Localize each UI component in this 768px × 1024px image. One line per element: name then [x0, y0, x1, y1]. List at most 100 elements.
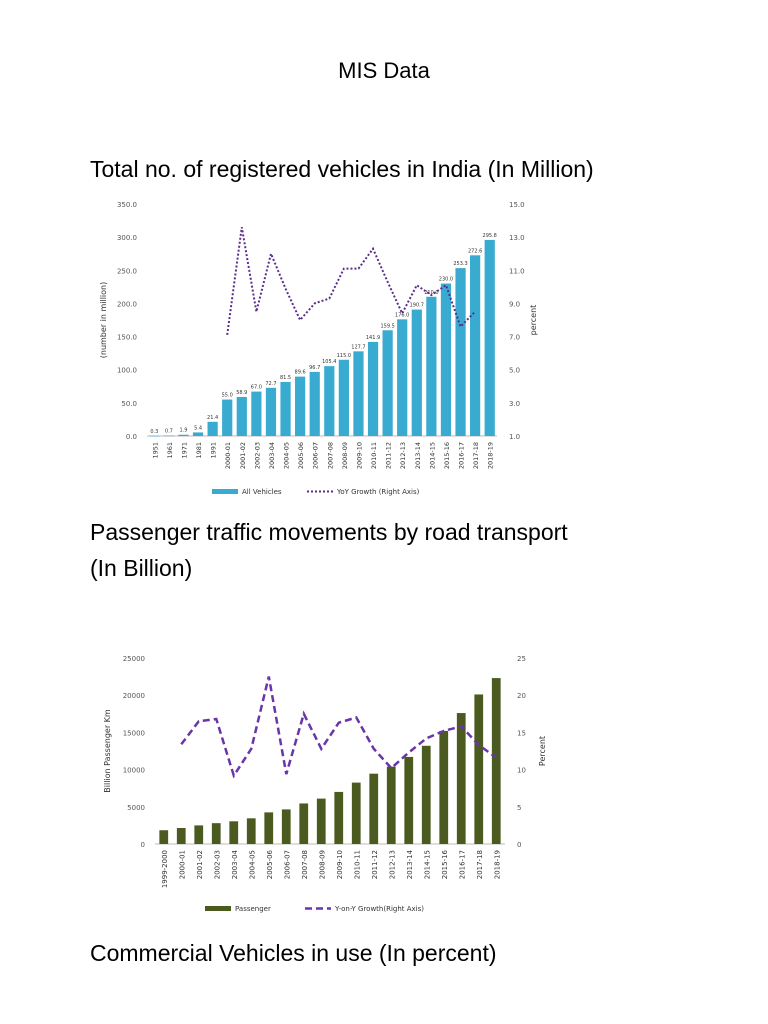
y2-axis-tick-label: 10 — [517, 767, 526, 775]
x-axis-tick-label: 2009-10 — [355, 442, 363, 469]
section-heading-passenger-line1: Passenger traffic movements by road tran… — [90, 519, 568, 545]
x-axis-tick-label: 2017-18 — [476, 850, 484, 879]
bar — [299, 803, 309, 844]
bar — [440, 283, 452, 436]
bar — [351, 782, 361, 844]
bar — [367, 341, 379, 436]
y2-axis-tick-label: 5.0 — [509, 367, 520, 375]
bar — [229, 821, 239, 844]
y-axis-title: (number in million) — [99, 282, 108, 359]
x-axis-tick-label: 2014-15 — [423, 850, 431, 879]
x-axis-tick-label: 2015-16 — [441, 849, 449, 879]
bar — [382, 330, 393, 436]
data-label: 115.0 — [337, 353, 351, 359]
y2-axis-tick-label: 15.0 — [509, 201, 525, 209]
bar — [192, 432, 204, 436]
y2-axis-tick-label: 15 — [517, 729, 526, 737]
data-label: 89.6 — [295, 370, 306, 376]
x-axis-tick-label: 2012-13 — [399, 442, 407, 469]
legend-line-label: Y-on-Y Growth(Right Axis) — [334, 905, 424, 913]
section-heading-commercial: Commercial Vehicles in use (In percent) — [90, 940, 497, 966]
x-axis-tick-label: 1971 — [180, 442, 188, 459]
x-axis-tick-label: 2002-03 — [213, 850, 221, 879]
x-axis-tick-label: 2018-19 — [493, 850, 501, 879]
data-label: 105.4 — [322, 359, 336, 365]
bar — [246, 818, 256, 844]
bar — [295, 376, 306, 436]
bar — [439, 730, 449, 844]
y-axis-tick-label: 25000 — [123, 655, 145, 663]
data-label: 230.0 — [439, 277, 453, 283]
bar — [338, 359, 349, 436]
x-axis-tick-label: 2003-04 — [231, 849, 239, 879]
y2-axis-tick-label: 5 — [517, 804, 521, 812]
bar — [236, 396, 247, 436]
x-axis-tick-label: 2013-14 — [414, 442, 422, 469]
data-label: 295.8 — [483, 233, 497, 239]
section-heading-vehicles: Total no. of registered vehicles in Indi… — [90, 156, 594, 182]
x-axis-tick-label: 1951 — [151, 442, 159, 459]
growth-line — [226, 227, 476, 336]
x-axis-tick-label: 2004-05 — [248, 850, 256, 879]
bar — [491, 678, 501, 844]
bar — [194, 825, 204, 844]
x-axis-tick-label: 2010-11 — [353, 850, 361, 879]
y-axis-tick-label: 200.0 — [117, 300, 137, 308]
x-axis-tick-label: 2008-09 — [341, 442, 349, 469]
bar — [159, 830, 169, 844]
bar — [178, 434, 189, 436]
x-axis-tick-label: 1991 — [210, 442, 218, 459]
data-label: 159.5 — [380, 323, 394, 329]
passenger-traffic-chart: 0 5000 10000 15000 20000 25000 0 5 10 15 20 25 Billi… — [103, 655, 547, 913]
y2-axis-tick-label: 3.0 — [509, 400, 520, 408]
x-axis-tick-label: 1981 — [195, 442, 203, 459]
registered-vehicles-chart: 0.0 50.0 100.0 150.0 200.0 250.0 300.0 350.0 1.0… — [99, 201, 538, 496]
y-axis-tick-label: 20000 — [123, 692, 145, 700]
y-axis-tick-label: 350.0 — [117, 201, 137, 209]
bar — [455, 268, 466, 436]
bar — [176, 828, 186, 844]
data-label: 253.3 — [453, 261, 467, 267]
x-axis-tick-label: 2006-07 — [312, 442, 320, 469]
y-axis-tick-label: 100.0 — [117, 367, 137, 375]
y2-axis-tick-label: 9.0 — [509, 300, 520, 308]
legend-bar-swatch — [212, 489, 238, 494]
y-axis-tick-label: 0.0 — [126, 433, 137, 441]
bar — [149, 435, 160, 437]
bar — [324, 366, 335, 436]
data-label: 127.7 — [351, 344, 365, 350]
bar — [426, 296, 437, 436]
y-axis-tick-label: 250.0 — [117, 267, 137, 275]
x-axis-tick-label: 2001-02 — [196, 850, 204, 879]
bar — [421, 745, 431, 844]
x-axis-tick-label: 2010-11 — [370, 442, 378, 469]
data-label: 0.7 — [165, 429, 173, 435]
data-label: 0.3 — [150, 429, 158, 435]
data-label: 96.7 — [309, 365, 320, 371]
bar — [386, 766, 396, 844]
x-axis-tick-label: 2001-02 — [239, 442, 247, 469]
y2-axis-tick-label: 0 — [517, 841, 521, 849]
x-axis-tick-label: 2007-08 — [301, 850, 309, 879]
bar — [265, 387, 277, 436]
legend-bar-swatch — [205, 906, 231, 911]
x-axis-tick-label: 2000-01 — [224, 442, 232, 469]
x-axis-tick-label: 2004-05 — [283, 442, 291, 469]
bar — [251, 391, 262, 436]
bar — [474, 694, 484, 844]
data-label: 190.7 — [410, 303, 424, 309]
data-label: 58.9 — [236, 390, 247, 396]
bar — [484, 239, 495, 436]
y2-axis-title: Percent — [538, 736, 547, 766]
bar — [353, 351, 364, 436]
y2-axis-title: percent — [529, 305, 538, 336]
x-axis-tick-label: 2000-01 — [178, 850, 186, 879]
legend-bar-label: All Vehicles — [242, 488, 282, 496]
x-axis-tick-label: 2017-18 — [472, 442, 480, 469]
data-label: 141.9 — [366, 335, 380, 341]
y2-axis-tick-label: 13.0 — [509, 234, 525, 242]
bar — [316, 798, 326, 844]
data-label: 21.4 — [207, 415, 218, 421]
data-label: 55.0 — [222, 393, 233, 399]
x-axis-tick-label: 2002-03 — [253, 442, 261, 469]
